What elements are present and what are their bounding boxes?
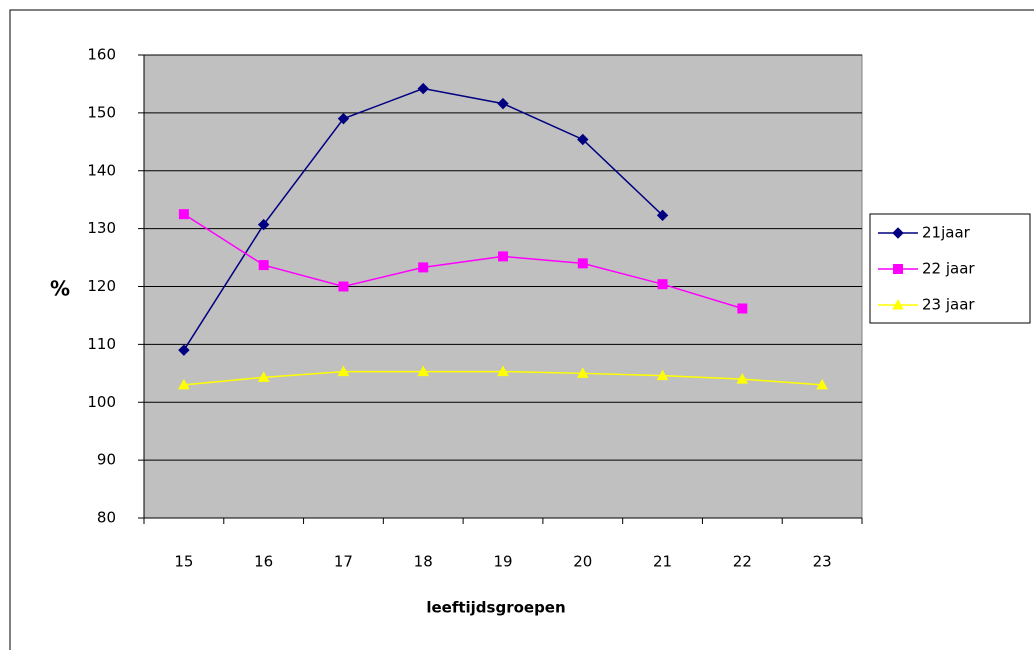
y-tick-label: 100 <box>87 393 116 411</box>
data-point <box>736 373 749 384</box>
data-point <box>657 279 668 290</box>
data-point <box>258 260 269 271</box>
y-tick-label: 140 <box>87 161 116 179</box>
data-point <box>257 218 270 231</box>
y-tick-label: 160 <box>87 46 116 64</box>
data-point <box>816 378 828 390</box>
x-tick-label: 18 <box>414 553 433 571</box>
data-point <box>497 97 509 110</box>
data-point <box>577 258 588 269</box>
data-point <box>417 365 430 377</box>
legend-label: 21jaar <box>922 224 971 242</box>
x-tick-label: 21 <box>653 553 672 571</box>
x-tick-label: 16 <box>254 553 273 571</box>
x-tick-label: 15 <box>174 553 193 571</box>
data-point <box>497 365 509 377</box>
legend-marker <box>892 227 904 239</box>
y-tick-label: 120 <box>87 277 116 295</box>
x-tick-label: 23 <box>813 553 832 571</box>
data-point <box>576 367 589 378</box>
series-line <box>183 213 743 310</box>
legend-marker <box>893 264 903 274</box>
data-point <box>257 371 270 382</box>
y-tick-label: 130 <box>87 219 116 237</box>
y-tick-label: 150 <box>87 103 116 121</box>
legend-marker <box>892 298 904 310</box>
x-tick-label: 22 <box>733 553 752 571</box>
y-axis-label: % <box>50 277 70 301</box>
data-point <box>737 303 748 314</box>
data-point <box>656 209 669 222</box>
y-tick-label: 80 <box>97 509 116 527</box>
data-point <box>338 281 349 292</box>
data-point <box>178 378 190 390</box>
data-point <box>178 209 189 220</box>
legend-label: 22 jaar <box>922 260 975 278</box>
data-point <box>337 365 350 377</box>
x-tick-label: 17 <box>334 553 353 571</box>
data-point <box>656 369 669 381</box>
data-point <box>498 251 508 262</box>
data-point <box>337 112 350 125</box>
y-tick-label: 110 <box>87 335 116 353</box>
data-point <box>418 262 429 273</box>
data-point <box>178 344 190 356</box>
x-axis-label: leeftijdsgroepen <box>426 599 565 617</box>
data-point <box>417 82 429 95</box>
x-tick-label: 20 <box>573 553 592 571</box>
data-point <box>577 133 589 146</box>
x-tick-label: 19 <box>493 553 512 571</box>
y-tick-label: 90 <box>97 451 116 469</box>
legend-label: 23 jaar <box>922 296 975 314</box>
